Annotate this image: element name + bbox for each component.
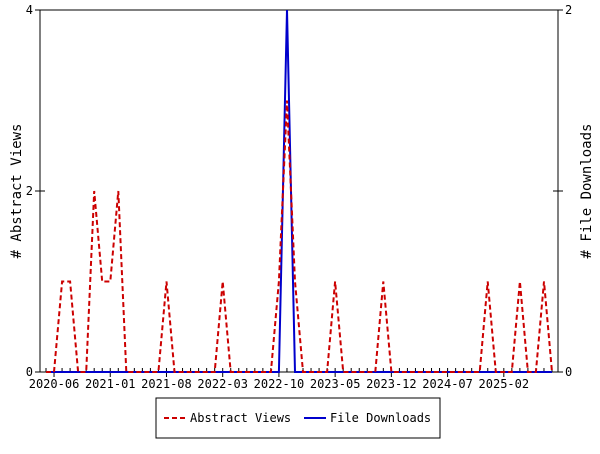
- y-axis-right-label: # File Downloads: [579, 124, 595, 259]
- legend: Abstract Views File Downloads: [155, 397, 441, 439]
- series-layer: [46, 9, 553, 373]
- y-right-tick-label: 0: [565, 365, 572, 379]
- x-tick-label: 2021-01: [85, 377, 136, 391]
- x-tick-label: 2020-06: [29, 377, 80, 391]
- x-tick-label: 2022-10: [254, 377, 305, 391]
- legend-label-abstract-views: Abstract Views: [190, 411, 291, 425]
- y-left-tick-label: 2: [26, 184, 33, 198]
- x-axis: 2020-06 2021-01 2021-08 2022-03 2022-10 2023-…: [29, 368, 553, 391]
- x-tick-label: 2021-08: [141, 377, 192, 391]
- x-tick-label: 2023-05: [310, 377, 361, 391]
- y-axis-left-label: # Abstract Views: [9, 124, 25, 259]
- y-left-tick-label: 4: [26, 3, 33, 17]
- legend-box: [155, 397, 441, 439]
- series-line-abstract-views: [46, 100, 553, 373]
- x-tick-label: 2025-02: [479, 377, 530, 391]
- legend-label-file-downloads: File Downloads: [330, 411, 431, 425]
- y-left-tick-label: 0: [26, 365, 33, 379]
- plot-area: [39, 9, 559, 373]
- y-axis-left: 0 2 4: [26, 3, 45, 379]
- y-right-tick-label: 2: [565, 3, 572, 17]
- x-tick-label: 2023-12: [366, 377, 417, 391]
- x-tick-label: 2024-07: [422, 377, 473, 391]
- y-axis-right: 02: [553, 3, 572, 379]
- x-tick-label: 2022-03: [197, 377, 248, 391]
